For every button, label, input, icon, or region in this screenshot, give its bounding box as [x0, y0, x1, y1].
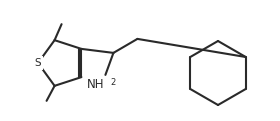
Text: 2: 2: [110, 78, 116, 87]
Text: NH: NH: [87, 78, 104, 91]
Text: S: S: [35, 58, 41, 68]
